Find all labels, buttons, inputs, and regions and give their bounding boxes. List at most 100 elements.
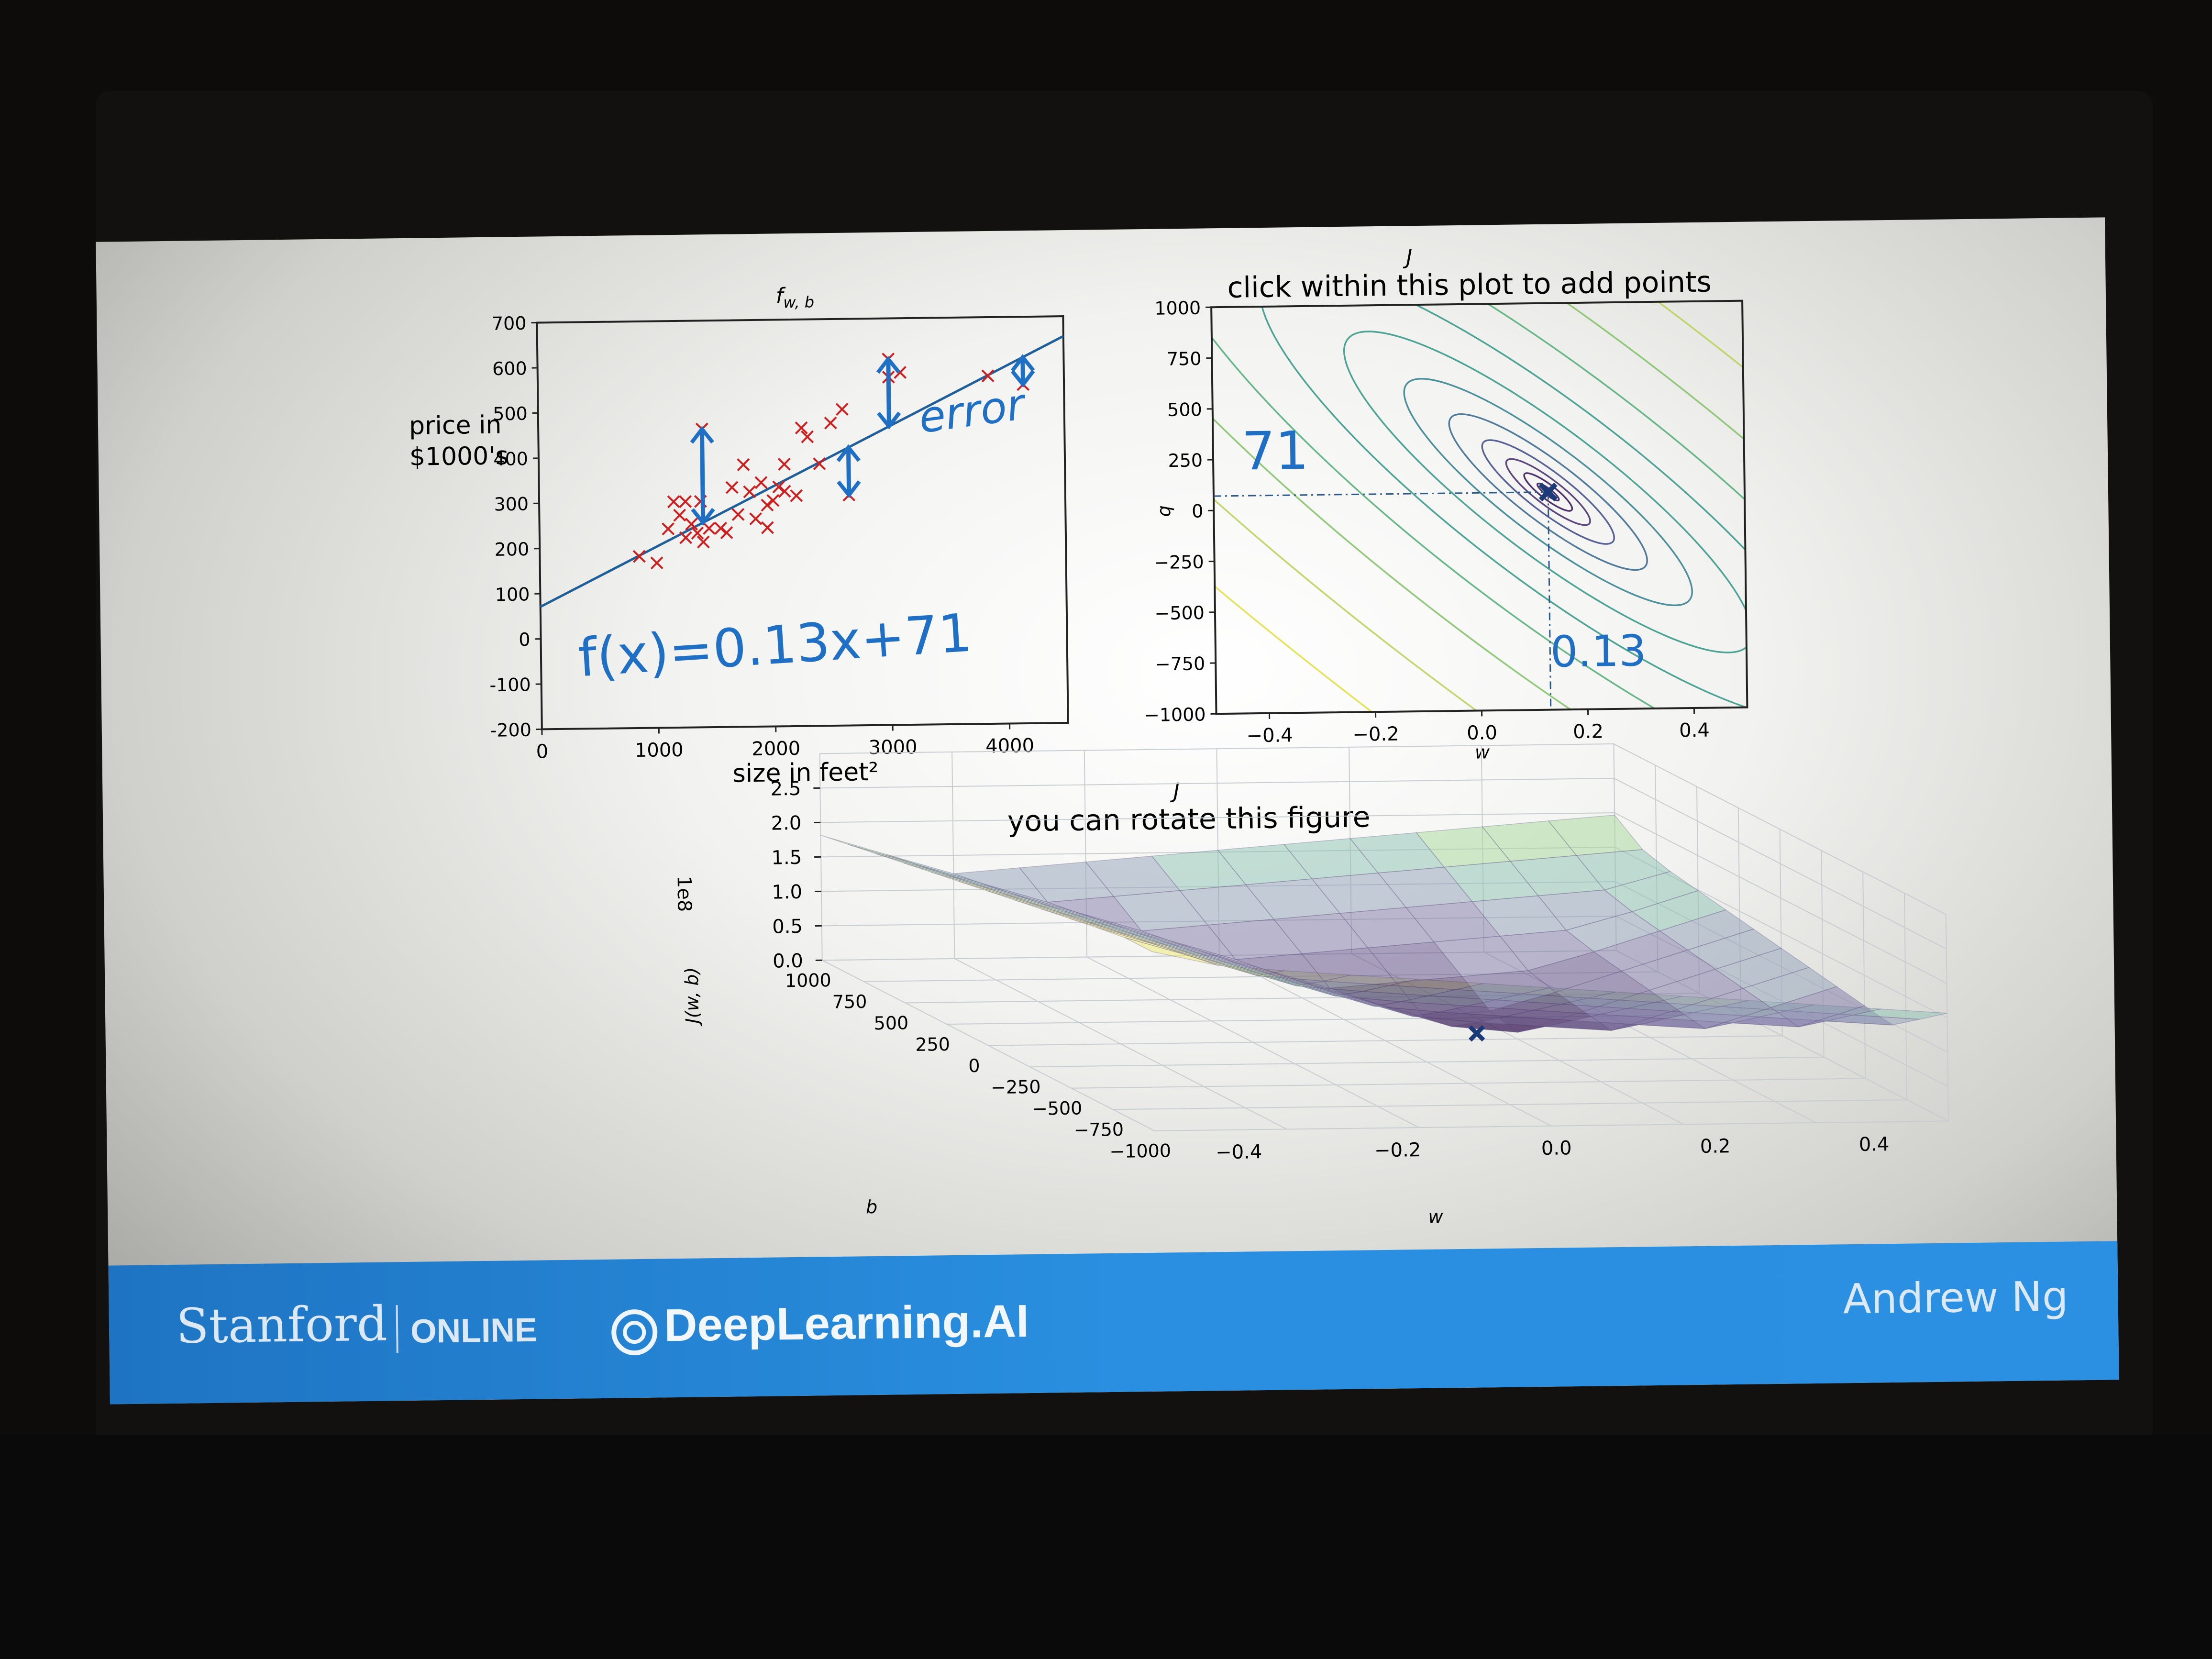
chart1-xtick-label: 4000 [985, 735, 1034, 757]
chart1-title: fw, b [775, 283, 814, 311]
chart1-xticks: 0 1000 2000 3000 4000 [536, 723, 1034, 763]
error-arrow [690, 426, 715, 526]
chart3-btick-label: −1000 [1109, 1140, 1171, 1162]
chart1-title-sub: w, b [783, 293, 814, 311]
logo-divider [396, 1305, 398, 1353]
chart3-w-label: w [1428, 1206, 1444, 1227]
data-point [702, 522, 716, 535]
chart3-wtick-label: 0.0 [1541, 1137, 1572, 1160]
chart2-ytick-label: −750 [1155, 653, 1206, 675]
chart2-contour-lines [1211, 300, 1747, 714]
chart2-ytick-label: 1000 [1154, 298, 1201, 319]
error-arrow-head [690, 426, 714, 444]
data-point [679, 531, 693, 544]
chart3-btick-label: −750 [1073, 1119, 1124, 1140]
chart3-surface[interactable] [820, 811, 1947, 1040]
data-point-stroke [981, 369, 995, 383]
data-point [795, 421, 808, 434]
data-point [632, 550, 646, 563]
grid-line [1113, 1099, 1907, 1110]
data-point [743, 485, 756, 498]
data-point-stroke [697, 535, 710, 549]
contour-line [1259, 300, 1747, 714]
laptop-lower-bezel [0, 1435, 2212, 1659]
data-point [754, 476, 768, 489]
slide-screen: fw, b 700 600 500 400 300 200 100 0 -100 -200 0 10… [96, 217, 2119, 1405]
fit-line [540, 335, 1064, 608]
data-point-stroke [778, 485, 791, 498]
data-point-stroke [790, 489, 803, 502]
data-point-stroke [778, 457, 791, 471]
chart2-xtick-label: −0.2 [1352, 723, 1399, 746]
chart2-yticks: 1000 750 500 250 0 −250 −500 −750 −1000 [1144, 298, 1217, 726]
data-point [777, 457, 791, 471]
chart1-ytick-label: 0 [519, 629, 531, 650]
chart1-ylabel-line2: $1000's [409, 442, 509, 472]
error-arrow-head [876, 356, 901, 374]
chart1-plot-area[interactable] [536, 315, 1069, 730]
chart1-xtick-label: 0 [536, 741, 548, 763]
footer-bar: Stanford ONLINE DeepLearning.AI Andrew N… [108, 1241, 2119, 1405]
w-value-annotation: 0.13 [1550, 626, 1647, 677]
chart2-ytick-label: −500 [1154, 602, 1205, 624]
data-point-stroke [737, 458, 750, 472]
chart2-xticks: −0.4 −0.2 0.0 0.2 0.4 [1246, 708, 1710, 747]
chart1-xtick-label: 1000 [635, 739, 684, 762]
stanford-logo-text: Stanford [176, 1295, 388, 1354]
data-point-stroke [650, 556, 664, 570]
surface-patch [1853, 1008, 1947, 1020]
deeplearning-logo-icon [611, 1309, 658, 1356]
data-point [679, 495, 692, 509]
chart3-ztick-label: 2.5 [770, 778, 801, 800]
data-point-stroke [824, 416, 837, 430]
data-point-stroke [749, 512, 762, 526]
online-logo-text: ONLINE [410, 1311, 538, 1350]
error-arrow-head [1011, 370, 1035, 388]
data-point-stroke [761, 521, 774, 534]
data-point [697, 535, 710, 549]
data-point [650, 556, 664, 570]
minimum-marker [1538, 482, 1558, 502]
chart1-plot-layer [540, 335, 1064, 608]
data-point-stroke [725, 481, 739, 494]
data-point [673, 509, 686, 522]
chart3-w-ticks: −0.4 −0.2 0.0 0.2 0.4 [1216, 1133, 1890, 1163]
deeplearning-logo-text: DeepLearning.AI [664, 1295, 1029, 1351]
data-point [749, 512, 763, 526]
contour-line [1505, 458, 1591, 526]
chart3-minimum-layer [1468, 1025, 1485, 1042]
chart1-xtick-label: 2000 [752, 738, 800, 760]
data-point [662, 522, 675, 536]
chart2-minimum-layer [1213, 482, 1558, 710]
chart1-yticks: 700 600 500 400 300 200 100 0 -100 -200 [489, 313, 542, 741]
error-arrow-head [877, 411, 901, 430]
data-point-stroke [632, 550, 646, 563]
chart3-wtick-label: 0.4 [1859, 1133, 1890, 1156]
data-point-stroke [743, 485, 756, 498]
data-point [766, 494, 780, 507]
b-guide-line [1213, 491, 1548, 497]
chart3-ztick-label: 1.5 [771, 847, 802, 869]
chart3-btick-label: 250 [915, 1034, 950, 1055]
chart2-ytick-label: 0 [1192, 501, 1204, 522]
chart3-title-top: J [1170, 779, 1180, 803]
chart2-xtick-label: 0.4 [1679, 719, 1710, 742]
chart3-zscale-label: 1e8 [673, 876, 696, 912]
equation-annotation: f(x)=0.13x+71 [576, 602, 974, 688]
chart3-b-label: b [866, 1196, 878, 1217]
error-arrow-shaft [846, 447, 852, 495]
contour-line [1481, 439, 1615, 545]
data-point [737, 458, 750, 472]
grid-line [820, 778, 1947, 950]
chart2-ytick-label: −250 [1154, 552, 1204, 573]
chart3-btick-label: −500 [1032, 1097, 1083, 1119]
chart3-btick-label: 0 [968, 1055, 980, 1076]
data-point-stroke [801, 430, 814, 443]
data-point [667, 495, 680, 509]
chart3-wtick-label: −0.4 [1216, 1141, 1262, 1163]
error-arrow-shaft [699, 429, 706, 523]
data-point [761, 521, 774, 534]
